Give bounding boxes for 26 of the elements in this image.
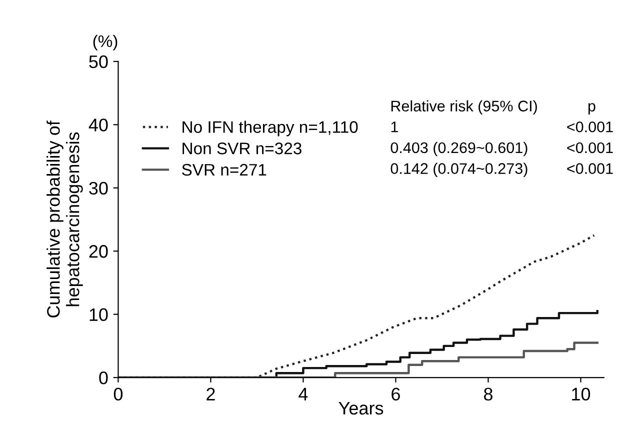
y-tick-label: 20 — [89, 245, 108, 258]
annotation: 0.403 (0.269~0.601) — [390, 142, 528, 156]
x-tick-label: 2 — [206, 388, 215, 400]
y-tick-label: 0 — [99, 371, 108, 384]
y-tick-label: 50 — [89, 55, 108, 68]
text: (%) — [93, 34, 118, 50]
x-tick-label: 0 — [114, 388, 123, 401]
y-tick-label: 10 — [90, 308, 108, 322]
x-tick-label: 6 — [392, 388, 400, 401]
y-axis-title: Cumulative probability of hepatocarcinogenesis — [46, 120, 83, 318]
annotation: 1 — [391, 122, 398, 132]
legend-label: No IFN therapy n=1,110 — [182, 120, 358, 136]
y-tick-label: 40 — [88, 118, 108, 132]
x-tick-label: 8 — [484, 388, 492, 401]
annotation: <0.001 — [567, 142, 613, 154]
x-tick-label: 4 — [298, 388, 308, 400]
annotation: 0.142 (0.074~0.273) — [390, 162, 528, 177]
annotation: Relative risk (95% CI) — [391, 100, 537, 114]
x-tick-label: 10 — [572, 388, 590, 401]
x-axis-title: Years — [338, 402, 384, 415]
y-tick-label: 30 — [89, 182, 108, 195]
annotation: p — [588, 103, 596, 114]
legend-label: Non SVR n=323 — [182, 142, 302, 154]
annotation: <0.001 — [567, 121, 613, 132]
legend-label: SVR n=271 — [182, 164, 266, 176]
annotation: <0.001 — [567, 163, 613, 174]
